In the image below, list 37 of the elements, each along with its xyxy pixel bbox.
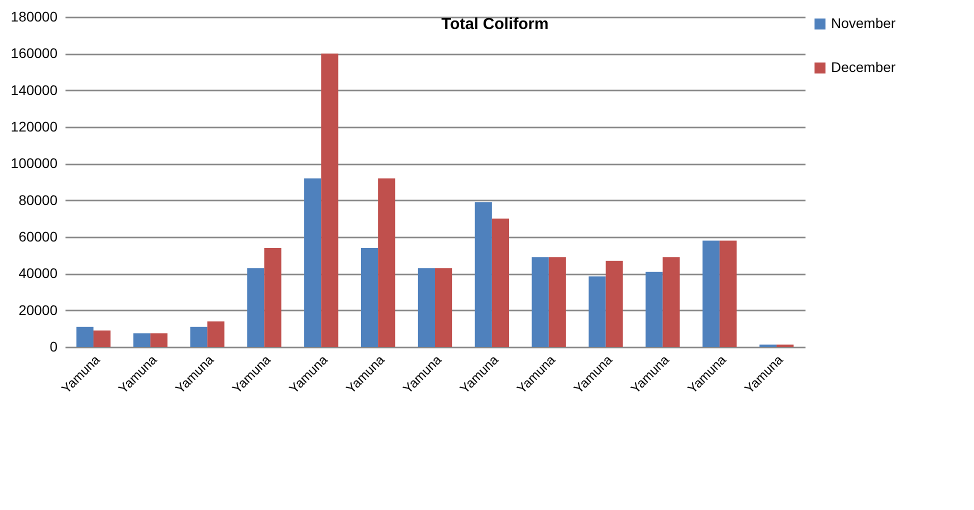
bar [662, 257, 680, 347]
bar [720, 240, 737, 347]
y-tick-label: 180000 [10, 8, 58, 24]
bar [207, 321, 224, 347]
y-tick-label: 40000 [18, 265, 58, 282]
bar [264, 248, 282, 347]
bar [93, 330, 111, 347]
y-tick-label: 20000 [18, 302, 58, 318]
y-tick-label: 80000 [18, 192, 58, 208]
y-tick-label: 140000 [10, 82, 58, 98]
legend-label: November [831, 15, 896, 31]
legend-label: December [831, 59, 896, 75]
bar [474, 202, 492, 347]
bar [304, 178, 322, 347]
y-tick-label: 100000 [10, 155, 58, 172]
bar [532, 257, 549, 347]
bar [606, 260, 623, 347]
bar [548, 257, 566, 347]
bar [588, 276, 606, 347]
bar [646, 272, 663, 347]
bar [418, 268, 435, 347]
y-tick-label: 160000 [10, 45, 58, 62]
y-tick-label: 0 [50, 338, 58, 354]
bar [492, 218, 509, 347]
bar [702, 240, 720, 347]
y-tick-label: 60000 [18, 228, 58, 244]
bar [76, 326, 94, 347]
bar [133, 333, 150, 347]
bar [247, 268, 264, 347]
bar [361, 248, 378, 347]
y-tick-label: 120000 [10, 118, 58, 134]
bar [321, 54, 338, 347]
bar [190, 326, 208, 347]
bar [150, 333, 168, 347]
bar [378, 178, 396, 347]
bar [435, 268, 452, 347]
chart-title: Total Coliform [441, 16, 549, 33]
